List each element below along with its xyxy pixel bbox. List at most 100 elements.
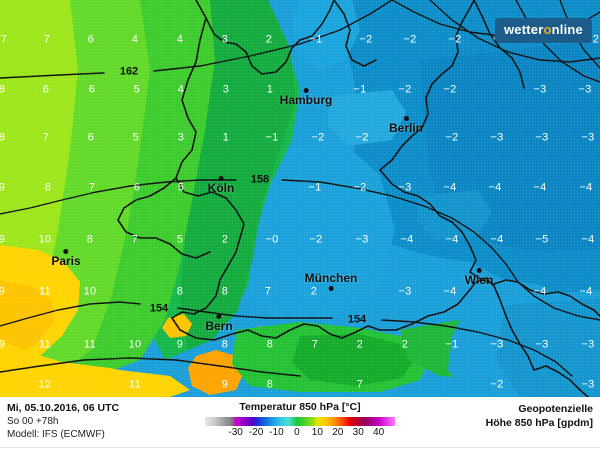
temperature-value-label: 8 (266, 378, 274, 391)
temperature-value-label: 3 (221, 33, 229, 46)
temperature-value-label: −2 (398, 83, 412, 96)
city-dot-icon (216, 314, 222, 319)
city-marker-hamburg[interactable]: Hamburg (279, 88, 333, 107)
wetteronline-logo[interactable]: wetteronline (495, 18, 592, 43)
temperature-value-label: −0 (265, 233, 279, 246)
temperature-value-label: −2 (403, 33, 417, 46)
temperature-value-label: −3 (398, 181, 412, 194)
temperature-value-label: −3 (533, 83, 547, 96)
city-label: Paris (51, 254, 81, 268)
temperature-value-label: 9 (0, 338, 6, 351)
temperature-value-label: 6 (88, 83, 96, 96)
temperature-value-label: −3 (490, 131, 504, 144)
map-raster (0, 0, 600, 397)
contour-label: 154 (149, 302, 169, 315)
temperature-value-label: 7 (88, 181, 96, 194)
city-label: Hamburg (279, 93, 333, 107)
colorbar-tick: 40 (373, 427, 385, 438)
temperature-value-label: 8 (176, 285, 184, 298)
city-label: Berlin (388, 121, 424, 135)
temperature-value-label: 5 (176, 233, 184, 246)
temperature-value-label: −4 (400, 233, 414, 246)
temperature-value-label: −2 (309, 233, 323, 246)
temperature-value-label: 7 (356, 378, 364, 391)
temperature-value-label: 4 (131, 33, 139, 46)
temperature-value-label: −3 (581, 131, 595, 144)
temperature-value-label: −1 (309, 33, 323, 46)
temperature-value-label: 2 (310, 285, 318, 298)
temperature-value-label: −3 (398, 285, 412, 298)
temperature-value-label: 3 (177, 131, 185, 144)
temperature-value-label: 9 (0, 285, 6, 298)
temperature-value-label: 7 (42, 131, 50, 144)
temperature-value-label: 2 (356, 338, 364, 351)
temperature-map[interactable]: 7 7 6 4 4 3 2 −1 −2 −2 −2 −2 8 6 6 5 4 3 1 −1 −2 −2 −3 −3 8 7 6 5 3 1… (0, 0, 600, 397)
temperature-value-label: −1 (308, 181, 322, 194)
colorbar-tick: 20 (332, 427, 344, 438)
city-dot-icon (403, 116, 409, 121)
temperature-value-label: 8 (0, 83, 6, 96)
temperature-value-label: −2 (355, 131, 369, 144)
city-label: Köln (207, 181, 235, 195)
colorbar-wrapper: -30 -20 -10 0 10 20 30 40 (205, 417, 395, 440)
temperature-value-label: 9 (0, 181, 6, 194)
temperature-value-label: −3 (581, 338, 595, 351)
temperature-value-label: 8 (86, 233, 94, 246)
city-marker-berlin[interactable]: Berlin (389, 116, 423, 135)
colorbar-tick: -20 (248, 427, 264, 438)
city-dot-icon (476, 268, 482, 273)
temperature-value-label: −3 (581, 378, 595, 391)
temperature-colorbar (205, 417, 395, 426)
temperature-value-label: 1 (222, 131, 230, 144)
logo-text-post: nline (551, 22, 583, 37)
temperature-value-label: 4 (176, 33, 184, 46)
city-label: München (304, 271, 358, 285)
temperature-value-label: 4 (177, 83, 185, 96)
colorbar-tick-labels: -30 -20 -10 0 10 20 30 40 (205, 426, 395, 440)
geopotential-label-line2: Höhe 850 hPa [gpdm] (485, 417, 593, 429)
temperature-value-label: 7 (264, 285, 272, 298)
temperature-value-label: −4 (443, 285, 457, 298)
city-marker-wien[interactable]: Wien (465, 268, 493, 287)
temperature-value-label: 8 (0, 131, 6, 144)
temperature-value-label: 12 (38, 378, 52, 391)
colorbar-tick: -30 (228, 427, 243, 438)
temperature-value-label: 11 (83, 338, 97, 351)
temperature-value-label: −3 (535, 131, 549, 144)
logo-text-accent: o (543, 22, 552, 37)
city-dot-icon (303, 88, 309, 93)
city-marker-köln[interactable]: Köln (207, 176, 235, 195)
temperature-value-label: 8 (266, 338, 274, 351)
temperature-value-label: −4 (490, 233, 504, 246)
city-dot-icon (63, 249, 69, 254)
temperature-value-label: 3 (222, 83, 230, 96)
temperature-value-label: 8 (221, 285, 229, 298)
contour-label: 154 (347, 313, 367, 326)
temperature-value-label: 9 (221, 378, 229, 391)
temperature-value-label: −2 (443, 83, 457, 96)
temperature-value-label: 9 (176, 338, 184, 351)
city-marker-paris[interactable]: Paris (51, 249, 81, 268)
temperature-value-label: −3 (535, 338, 549, 351)
city-marker-münchen[interactable]: München (304, 271, 358, 291)
model-run-step: So 00 +78h (7, 416, 59, 427)
temperature-value-label: 6 (87, 131, 95, 144)
temperature-value-label: 11 (128, 378, 142, 391)
temperature-value-label: 11 (38, 285, 52, 298)
temperature-value-label: 6 (42, 83, 50, 96)
temperature-value-label: −3 (578, 83, 592, 96)
temperature-value-label: 6 (133, 181, 141, 194)
temperature-value-label: 1 (266, 83, 274, 96)
temperature-value-label: 10 (83, 285, 97, 298)
footer-left-info: Mi, 05.10.2016, 06 UTC So 00 +78h Modell… (7, 402, 119, 441)
temperature-value-label: 11 (38, 338, 52, 351)
temperature-value-label: −2 (311, 131, 325, 144)
city-marker-bern[interactable]: Bern (205, 314, 233, 333)
temperature-value-label: 8 (44, 181, 52, 194)
temperature-value-label: −4 (533, 181, 547, 194)
legend-title: Temperatur 850 hPa [°C] (239, 401, 361, 413)
footer-divider (0, 447, 600, 448)
temperature-value-label: −5 (535, 233, 549, 246)
city-dot-icon (218, 176, 224, 181)
